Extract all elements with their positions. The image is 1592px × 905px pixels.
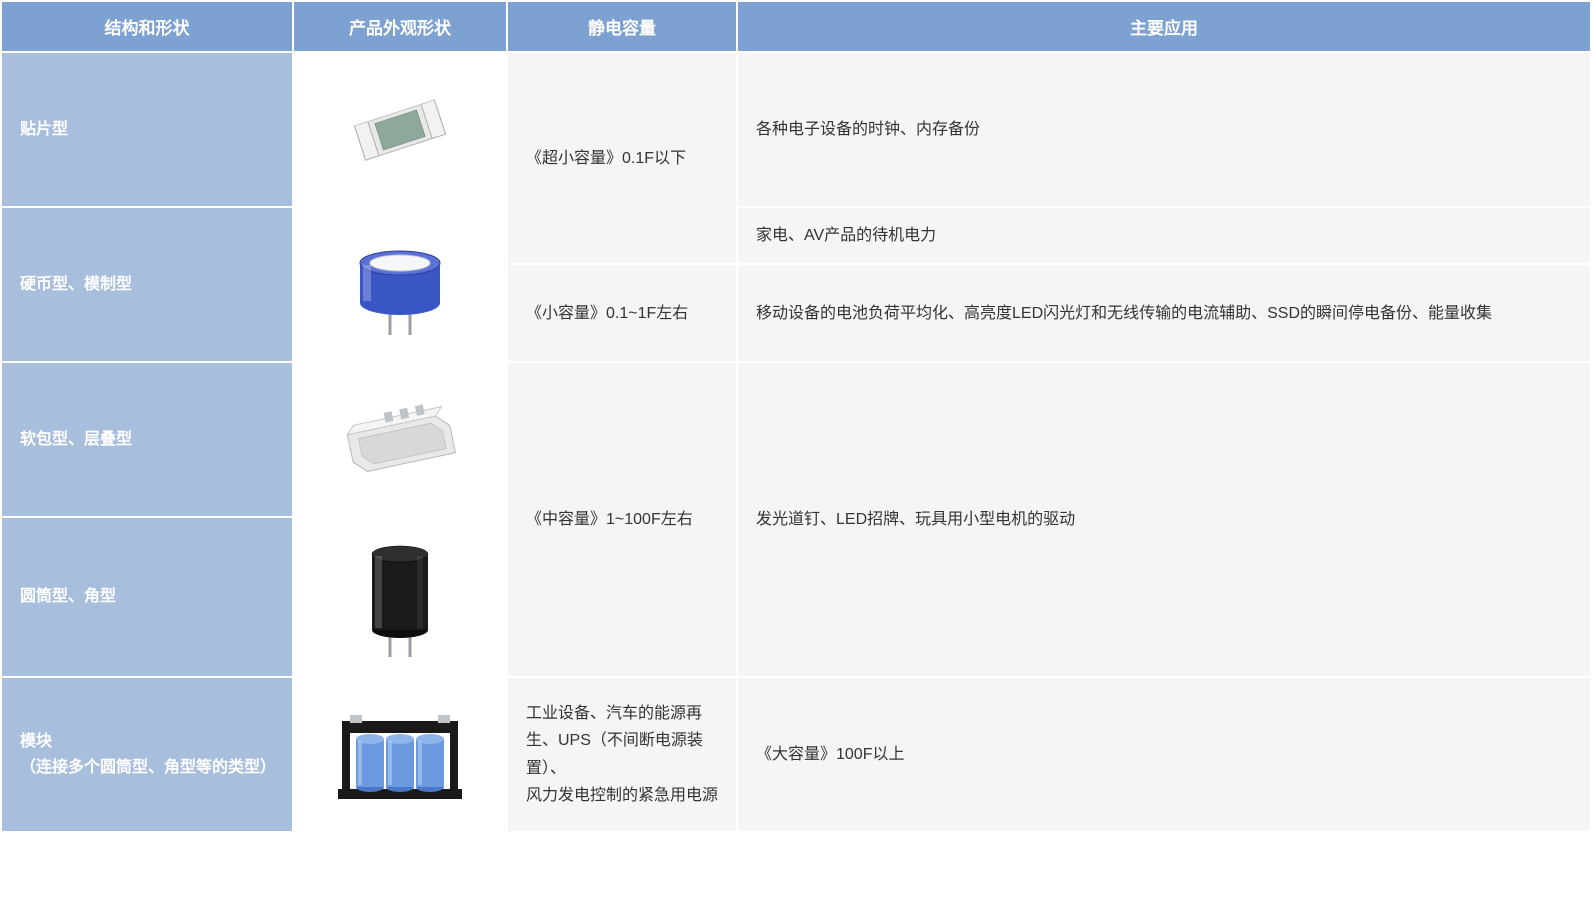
module-capacitor-icon xyxy=(320,697,480,812)
cylinder-capacitor-icon xyxy=(345,532,455,662)
application-5-line2: 风力发电控制的紧急用电源 xyxy=(526,787,718,804)
table-row: 硬币型、模制型 家电、AV产品的待机电力 xyxy=(1,207,1591,264)
application-2: 家电、AV产品的待机电力 xyxy=(737,207,1591,264)
label-pouch-type: 软包型、层叠型 xyxy=(1,362,293,517)
pouch-capacitor-icon xyxy=(325,390,475,490)
capacitor-types-table: 结构和形状 产品外观形状 静电容量 主要应用 贴片型 xyxy=(0,0,1592,833)
application-1: 各种电子设备的时钟、内存备份 xyxy=(737,52,1591,207)
capacitance-medium: 《中容量》1~100F左右 xyxy=(507,362,737,677)
header-structure: 结构和形状 xyxy=(1,1,293,52)
application-5: 工业设备、汽车的能源再生、UPS（不间断电源装置）、 风力发电控制的紧急用电源 xyxy=(507,677,737,832)
application-4: 发光道钉、LED招牌、玩具用小型电机的驱动 xyxy=(737,362,1591,677)
header-row: 结构和形状 产品外观形状 静电容量 主要应用 xyxy=(1,1,1591,52)
coin-capacitor-icon xyxy=(335,225,465,345)
header-capacitance: 静电容量 xyxy=(507,1,737,52)
capacitance-small: 《小容量》0.1~1F左右 xyxy=(507,264,737,362)
label-chip-type: 贴片型 xyxy=(1,52,293,207)
capacitance-ultra-small: 《超小容量》0.1F以下 xyxy=(507,52,737,264)
header-application: 主要应用 xyxy=(737,1,1591,52)
label-module-line2: （连接多个圆筒型、角型等的类型） xyxy=(20,759,276,776)
capacitance-large: 《大容量》100F以上 xyxy=(737,677,1591,832)
label-module-type: 模块 （连接多个圆筒型、角型等的类型） xyxy=(1,677,293,832)
image-coin-type xyxy=(293,207,507,362)
application-5-line1: 工业设备、汽车的能源再生、UPS（不间断电源装置）、 xyxy=(526,705,703,776)
image-chip-type xyxy=(293,52,507,207)
image-module-type xyxy=(293,677,507,832)
image-pouch-type xyxy=(293,362,507,517)
chip-capacitor-icon xyxy=(335,85,465,175)
application-3: 移动设备的电池负荷平均化、高亮度LED闪光灯和无线传输的电流辅助、SSD的瞬间停… xyxy=(737,264,1591,362)
label-module-line1: 模块 xyxy=(20,733,52,750)
header-appearance: 产品外观形状 xyxy=(293,1,507,52)
label-cylinder-type: 圆筒型、角型 xyxy=(1,517,293,677)
label-coin-type: 硬币型、模制型 xyxy=(1,207,293,362)
image-cylinder-type xyxy=(293,517,507,677)
